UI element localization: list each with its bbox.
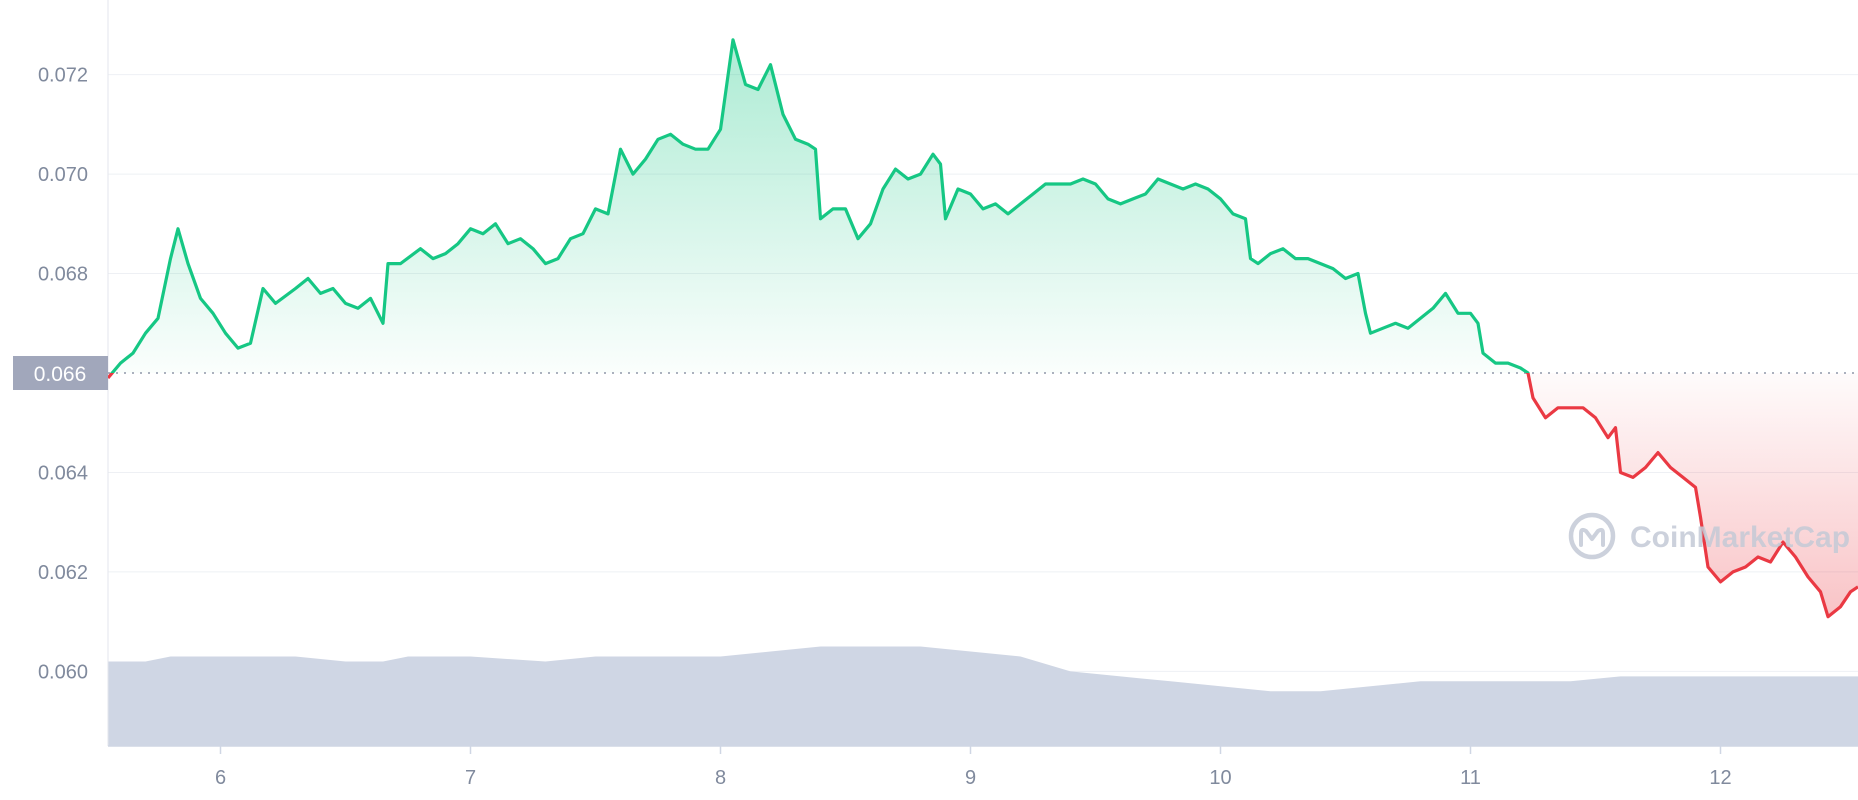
watermark-text: CoinMarketCap xyxy=(1630,521,1850,554)
price-line-below xyxy=(106,373,1858,619)
volume-area xyxy=(108,646,1858,746)
y-tick-label: 0.068 xyxy=(38,264,88,286)
y-tick-label: 0.064 xyxy=(38,462,88,484)
reference-value-text: 0.066 xyxy=(34,363,87,386)
x-tick-label: 12 xyxy=(1709,767,1731,789)
x-axis-ticks: 6 7 8 9 10 11 12 xyxy=(215,746,1732,789)
x-tick-label: 9 xyxy=(965,767,976,789)
y-tick-label: 0.062 xyxy=(38,562,88,584)
price-area-above xyxy=(108,39,1858,373)
y-tick-label: 0.060 xyxy=(38,661,88,683)
y-axis-ticks: 0.060 0.062 0.064 0.068 0.070 0.072 xyxy=(38,65,88,684)
price-area-below xyxy=(108,373,1858,617)
reference-value-label: 0.066 xyxy=(13,356,108,390)
x-tick-label: 10 xyxy=(1209,767,1231,789)
x-tick-label: 7 xyxy=(465,767,476,789)
watermark: CoinMarketCap xyxy=(1568,512,1850,560)
price-line xyxy=(106,38,1858,619)
x-tick-label: 8 xyxy=(715,767,726,789)
y-tick-label: 0.072 xyxy=(38,65,88,87)
x-tick-label: 6 xyxy=(215,767,226,789)
price-line-above xyxy=(110,38,1530,373)
y-tick-label: 0.070 xyxy=(38,164,88,186)
coinmarketcap-logo-icon xyxy=(1568,512,1616,560)
price-area-fill xyxy=(108,39,1858,617)
x-tick-label: 11 xyxy=(1460,767,1481,789)
volume-area-shape xyxy=(108,646,1858,746)
